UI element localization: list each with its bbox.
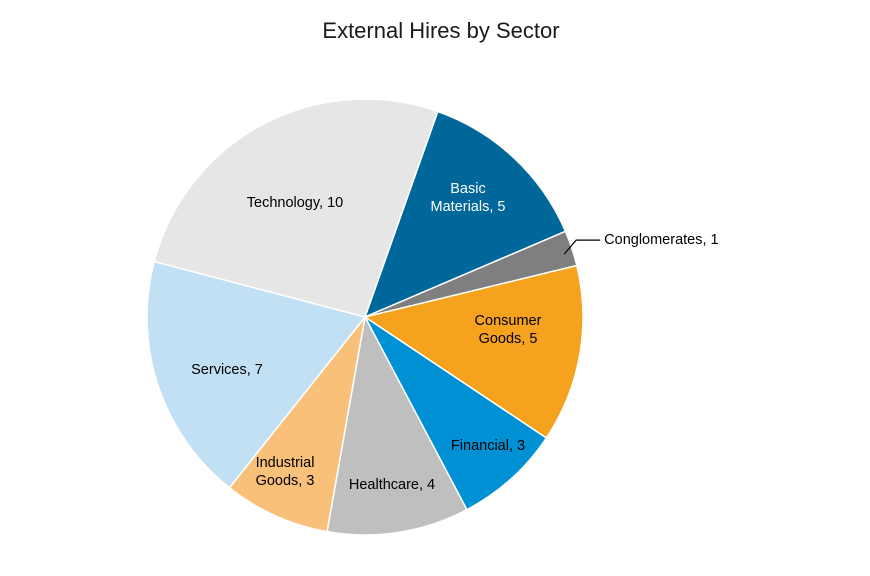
pie-slice-services [146,260,367,489]
slice-label-line: Financial, 3 [451,438,525,454]
pie-slice-technology [153,98,439,318]
slice-label-line: Industrial [256,455,315,471]
slice-label-line: Technology, 10 [247,195,343,211]
slice-label-financial: Financial, 3 [451,438,525,454]
slice-label-line: Basic [450,181,485,197]
slice-label-conglomerates: Conglomerates, 1 [604,232,718,248]
pie-slice-consumer-goods [363,264,584,440]
slice-label-line: Healthcare, 4 [349,477,435,493]
pie-slice-financial [364,316,548,511]
slice-label-technology: Technology, 10 [247,195,343,211]
slice-label-line: Goods, 3 [256,473,315,489]
slice-label-line: Materials, 5 [431,199,506,215]
slice-label-basic-materials: Basic Materials, 5 [431,181,506,215]
slice-label-line: Goods, 5 [479,331,538,347]
pie-slice-industrial-goods [228,316,366,533]
pie-slice-basic-materials [363,110,567,319]
slice-label-line: Consumer [475,313,542,329]
slice-label-consumer-goods: Consumer Goods, 5 [475,313,542,347]
slice-label-healthcare: Healthcare, 4 [349,477,435,493]
slice-label-line: Conglomerates, 1 [604,232,718,248]
leader-line-conglomerates [563,239,601,255]
pie-slice-healthcare [326,314,468,536]
chart-title: External Hires by Sector [322,18,560,43]
slice-label-services: Services, 7 [191,362,263,378]
slice-label-line: Services, 7 [191,362,263,378]
slice-label-industrial-goods: Industrial Goods, 3 [256,455,315,489]
